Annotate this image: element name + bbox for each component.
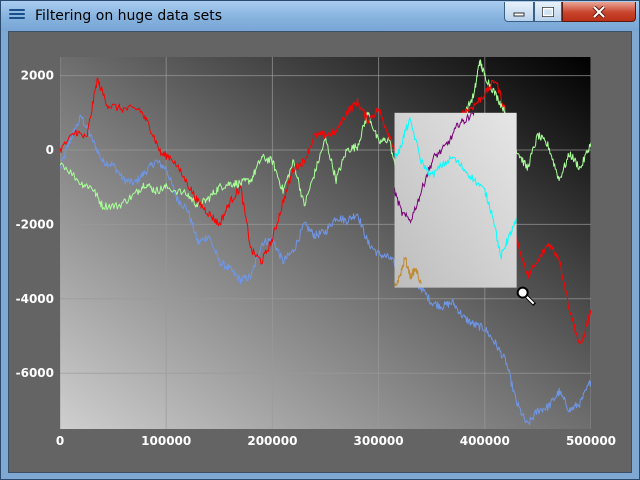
y-tick-label: -4000 [16, 292, 54, 306]
x-tick-label: 0 [56, 434, 64, 448]
y-tick-label: 0 [46, 143, 54, 157]
close-icon [592, 5, 606, 18]
series-line-cyan [394, 116, 517, 260]
series-line-blue [60, 114, 591, 426]
x-tick-label: 300000 [354, 434, 404, 448]
series-line-gold [394, 256, 422, 287]
minimize-icon [513, 12, 525, 16]
y-tick-label: 2000 [21, 69, 54, 83]
line-chart[interactable]: 0 100000 200000 300000 400000 500000 2000 0 -200… [9, 32, 631, 472]
y-tick-label: -6000 [16, 366, 54, 380]
series-line-purple [394, 112, 475, 224]
zoom-cursor-icon [516, 286, 537, 307]
chart-panel: 0 100000 200000 300000 400000 500000 2000 0 -200… [8, 31, 632, 473]
x-tick-label: 200000 [247, 434, 297, 448]
x-tick-label: 400000 [460, 434, 510, 448]
x-tick-label: 500000 [566, 434, 616, 448]
y-tick-label: -2000 [16, 217, 54, 231]
window-title: Filtering on huge data sets [35, 8, 223, 24]
close-button[interactable] [562, 2, 636, 22]
maximize-icon [542, 6, 554, 17]
minimize-button[interactable] [504, 2, 534, 22]
maximize-button[interactable] [534, 2, 562, 22]
title-bar[interactable]: Filtering on huge data sets [1, 1, 639, 31]
zoom-selection-rect[interactable] [394, 112, 517, 288]
x-tick-label: 100000 [141, 434, 191, 448]
app-icon [9, 9, 25, 23]
